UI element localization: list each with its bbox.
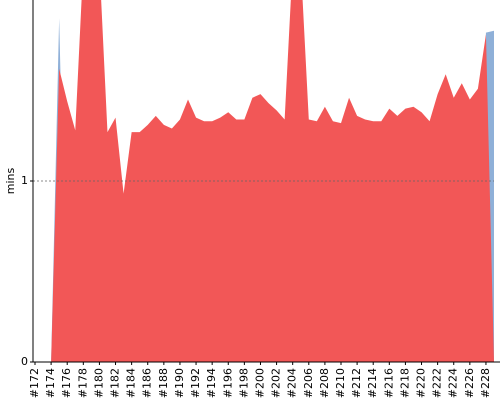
x-tick-label: #212 — [350, 368, 363, 398]
x-tick-label: #186 — [141, 368, 154, 398]
x-tick-label: #224 — [447, 368, 460, 398]
x-tick-label: #192 — [189, 368, 202, 398]
x-tick-label: #196 — [221, 368, 234, 398]
x-tick-label: #202 — [270, 368, 283, 398]
x-tick-label: #204 — [286, 368, 299, 398]
x-tick-label: #190 — [173, 368, 186, 398]
x-tick-label: #174 — [44, 368, 57, 398]
x-tick-label: #210 — [334, 368, 347, 398]
x-tick-label: #178 — [76, 368, 89, 398]
x-tick-label: #206 — [302, 368, 315, 398]
x-tick-label: #222 — [431, 368, 444, 398]
y-axis-label: mins — [4, 167, 17, 194]
x-tick-label: #194 — [205, 368, 218, 398]
x-tick-label: #172 — [28, 368, 41, 398]
x-tick-label: #198 — [237, 368, 250, 398]
x-tick-label: #208 — [318, 368, 331, 398]
x-tick-label: #188 — [157, 368, 170, 398]
x-tick-label: #180 — [92, 368, 105, 398]
x-tick-label: #226 — [463, 368, 476, 398]
x-tick-label: #228 — [479, 368, 492, 398]
x-tick-label: #184 — [125, 368, 138, 398]
x-tick-label: #182 — [109, 368, 122, 398]
x-tick-label: #214 — [366, 368, 379, 398]
x-tick-label: #216 — [382, 368, 395, 398]
area — [35, 0, 494, 362]
y-tick-label: 1 — [21, 174, 28, 187]
x-tick-label: #200 — [253, 368, 266, 398]
plot-area — [35, 0, 494, 362]
x-tick-label: #218 — [398, 368, 411, 398]
x-tick-label: #176 — [60, 368, 73, 398]
x-tick-label: #220 — [415, 368, 428, 398]
y-tick-label: 0 — [21, 355, 28, 368]
